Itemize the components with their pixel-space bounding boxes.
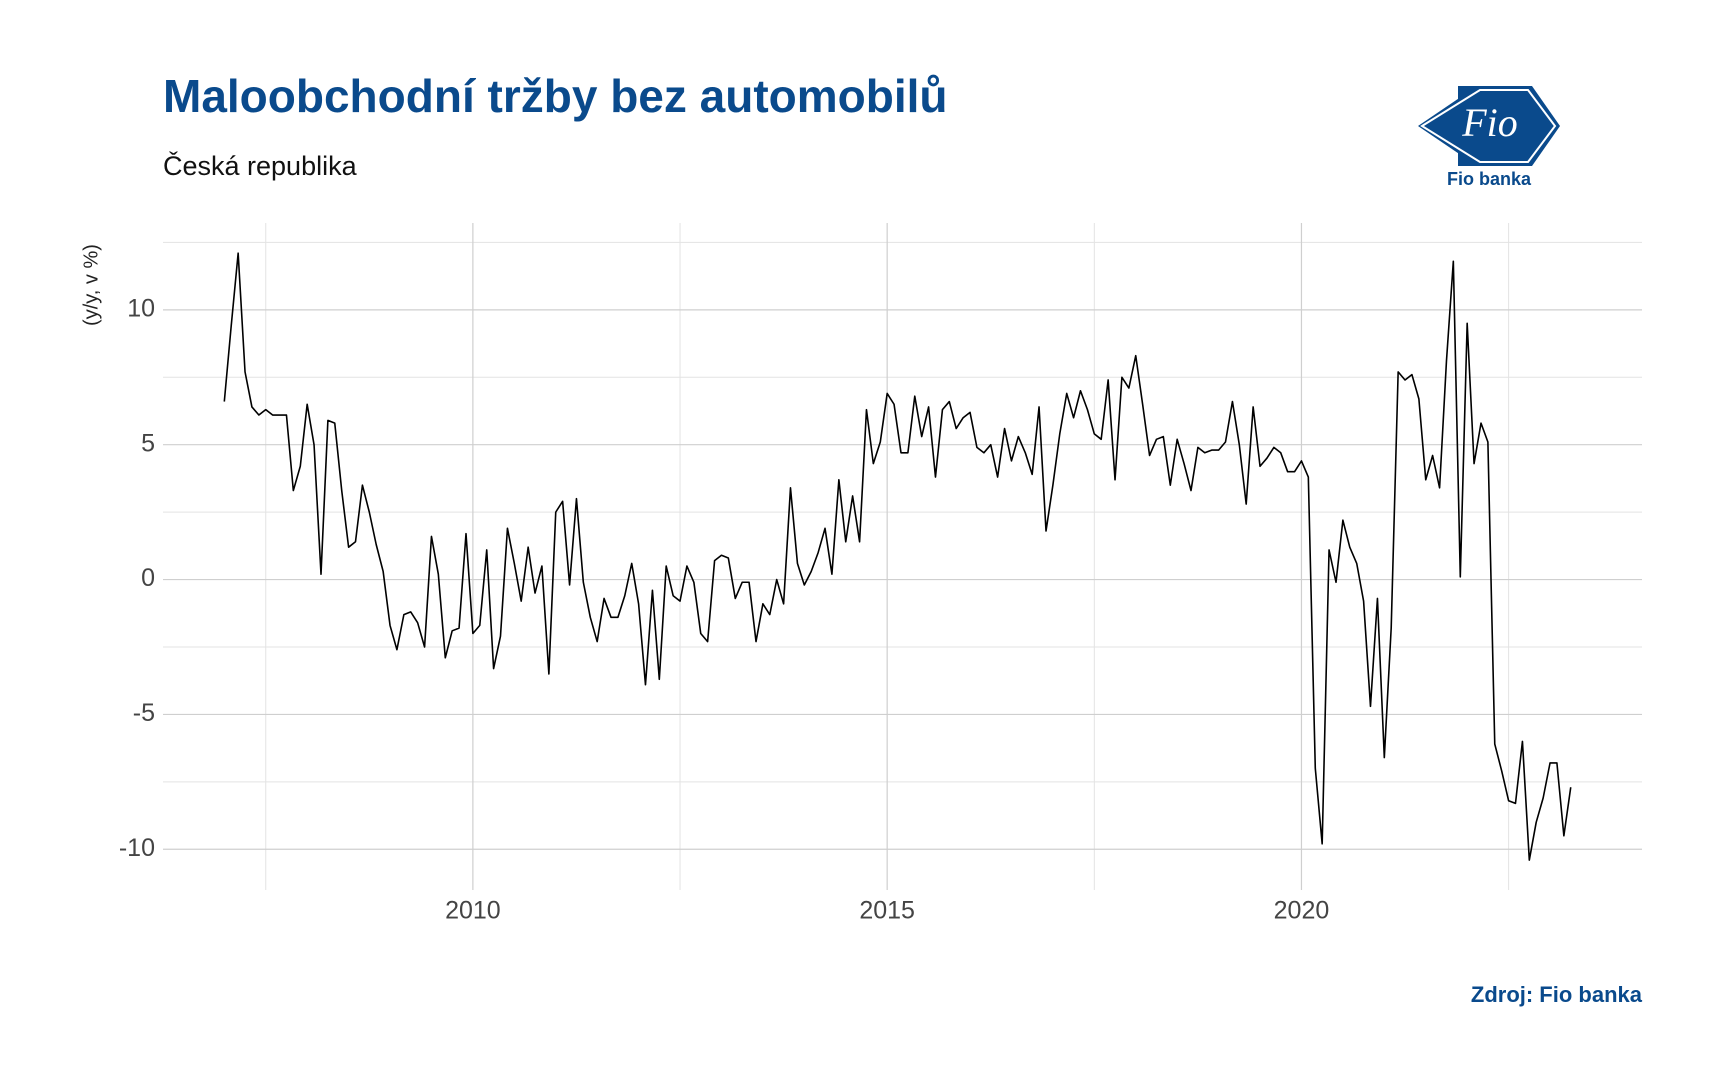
chart-subtitle: Česká republika bbox=[163, 150, 358, 181]
logo-outline bbox=[1420, 89, 1557, 163]
x-tick-label: 2015 bbox=[859, 897, 915, 925]
y-tick-label: -10 bbox=[119, 834, 155, 862]
x-tick-label: 2020 bbox=[1274, 897, 1330, 925]
logo-caption: Fio banka bbox=[1447, 169, 1532, 189]
y-tick-label: -5 bbox=[133, 699, 155, 727]
source: Zdroj: Fio banka bbox=[1471, 982, 1643, 1007]
data-line bbox=[223, 252, 1572, 861]
y-tick-label: 10 bbox=[127, 294, 155, 322]
chart-title: Maloobchodní tržby bez automobilů bbox=[163, 70, 948, 122]
logo-text: Fio bbox=[1461, 100, 1518, 145]
y-tick-label: 0 bbox=[141, 564, 155, 592]
logo-shape bbox=[1458, 86, 1560, 166]
logo: Fio Fio banka bbox=[1418, 86, 1560, 189]
y-tick-label: 5 bbox=[141, 429, 155, 457]
y-axis-label: (y/y, v %) bbox=[80, 244, 102, 326]
x-tick-label: 2010 bbox=[445, 897, 501, 925]
